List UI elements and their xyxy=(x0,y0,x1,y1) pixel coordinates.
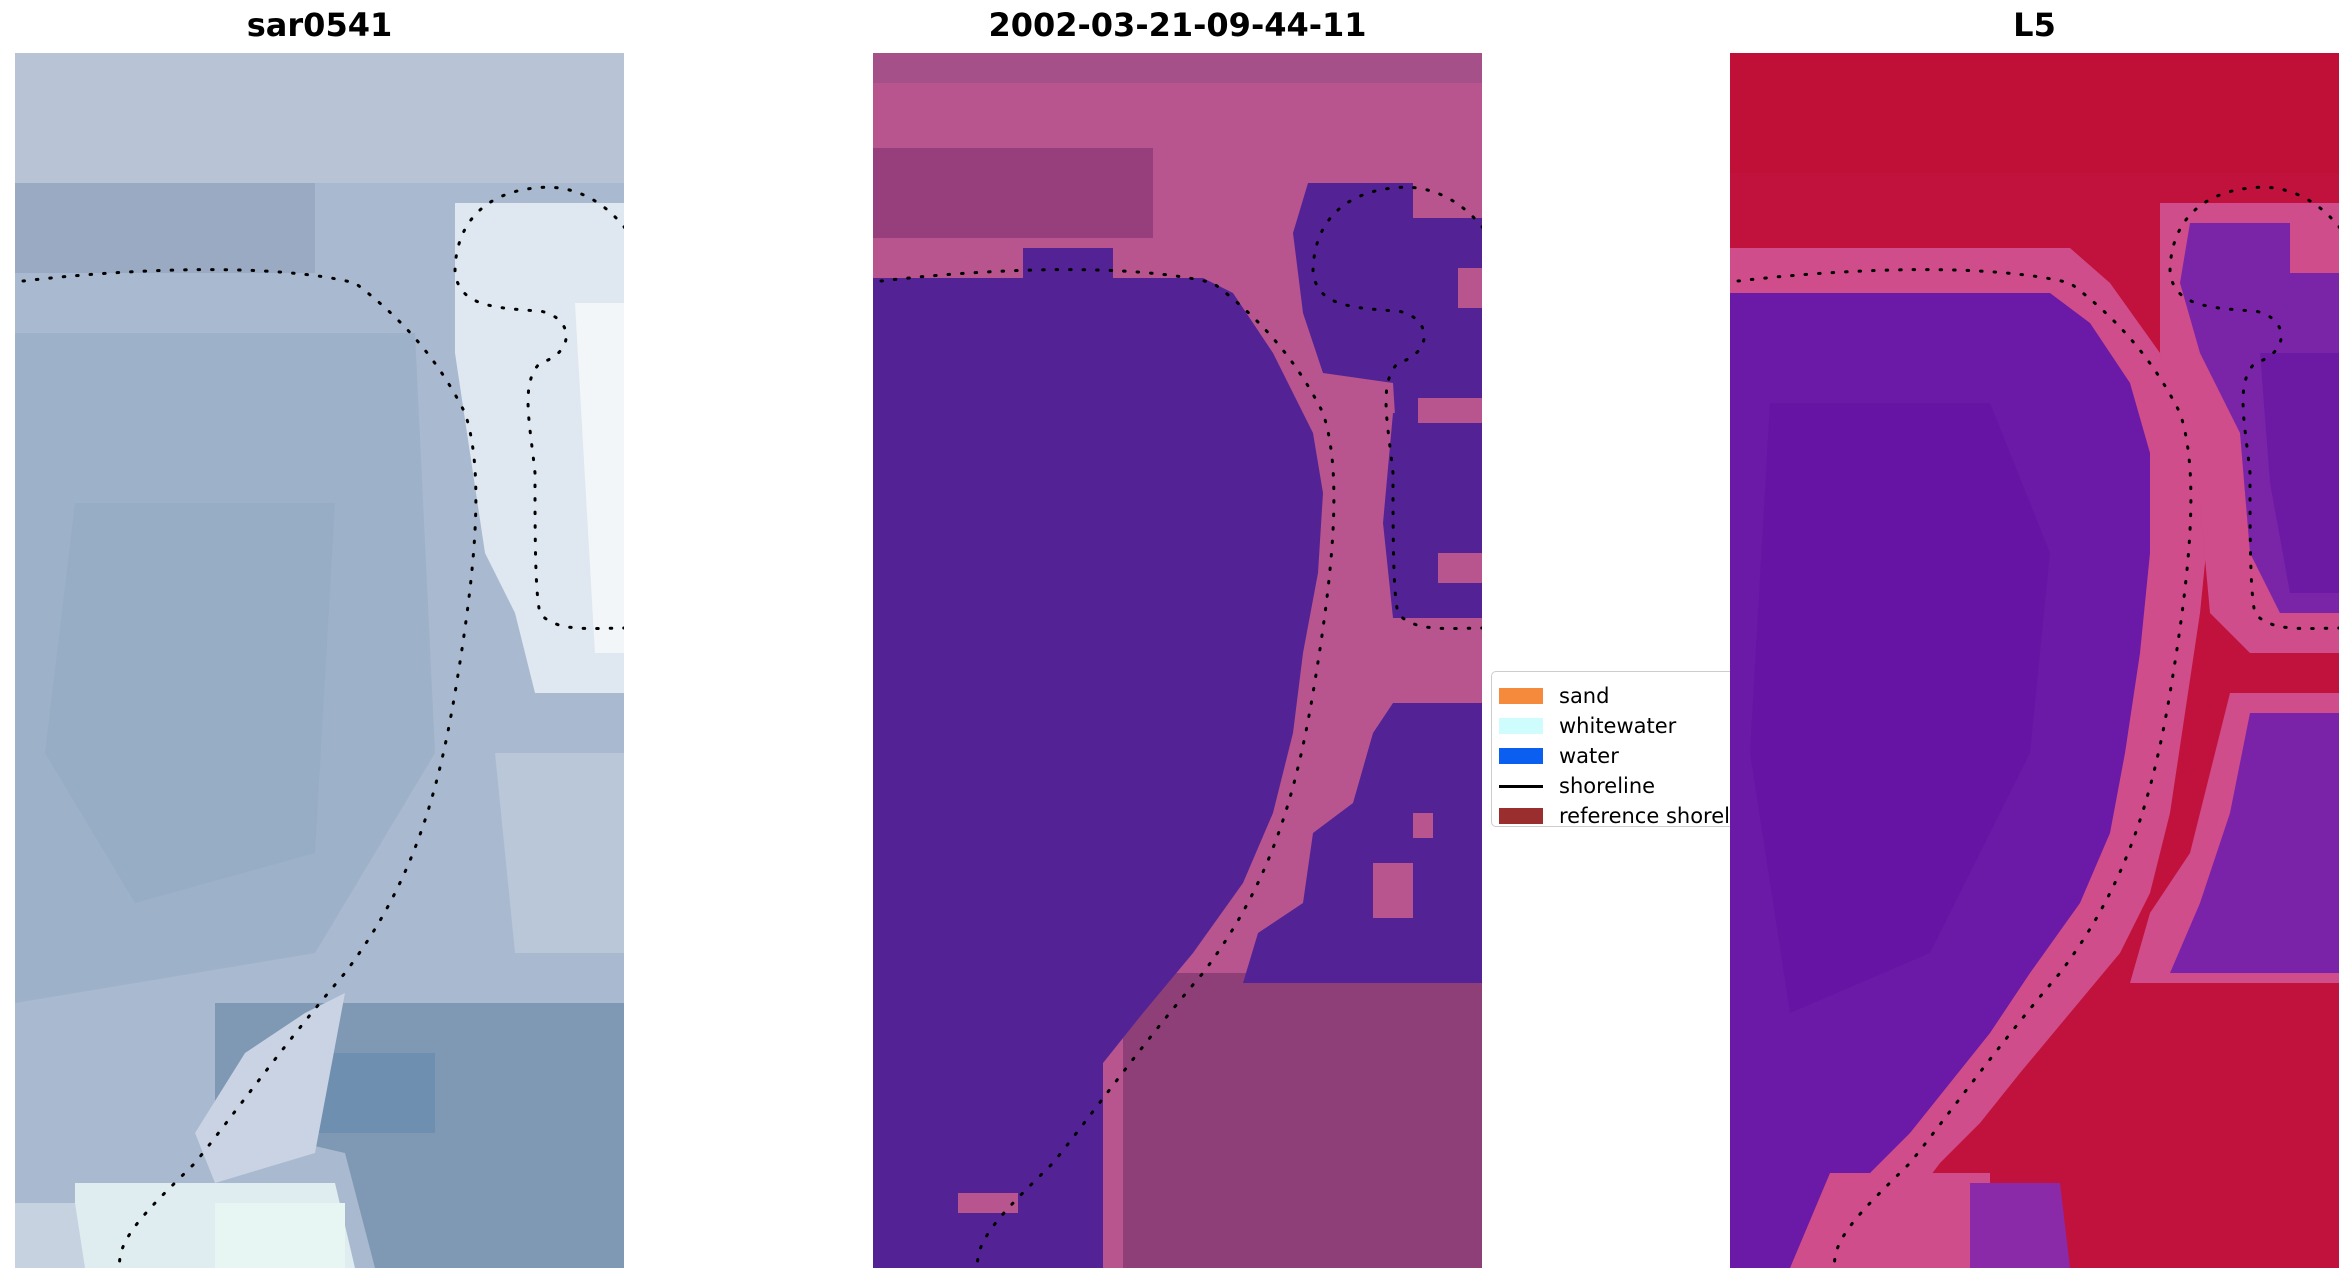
legend-label-sand: sand xyxy=(1559,684,1610,708)
legend-item-shoreline: shoreline xyxy=(1492,771,1655,801)
panel-title-classification: 2002-03-21-09-44-11 xyxy=(988,6,1367,44)
legend-label-reference-shoreline: reference shoreline xyxy=(1559,804,1735,827)
legend-swatch-water xyxy=(1499,748,1543,764)
legend: sand whitewater water shoreline referenc… xyxy=(1491,671,1736,827)
legend-item-reference-shoreline: reference shoreline xyxy=(1492,801,1735,827)
legend-label-shoreline: shoreline xyxy=(1559,774,1656,798)
legend-item-water: water xyxy=(1492,741,1619,771)
legend-item-whitewater: whitewater xyxy=(1492,711,1676,741)
legend-label-water: water xyxy=(1559,744,1619,768)
legend-swatch-whitewater xyxy=(1499,718,1543,734)
panel-title-index: L5 xyxy=(2013,6,2056,44)
legend-item-sand: sand xyxy=(1492,681,1609,711)
legend-label-whitewater: whitewater xyxy=(1559,714,1677,738)
legend-swatch-reference-shoreline xyxy=(1499,808,1543,824)
panel-title-rgb: sar0541 xyxy=(246,6,393,44)
rgb-image xyxy=(15,53,624,1268)
classification-image xyxy=(873,53,1482,1268)
index-image xyxy=(1730,53,2339,1268)
legend-line-shoreline xyxy=(1499,784,1543,788)
legend-swatch-sand xyxy=(1499,688,1543,704)
